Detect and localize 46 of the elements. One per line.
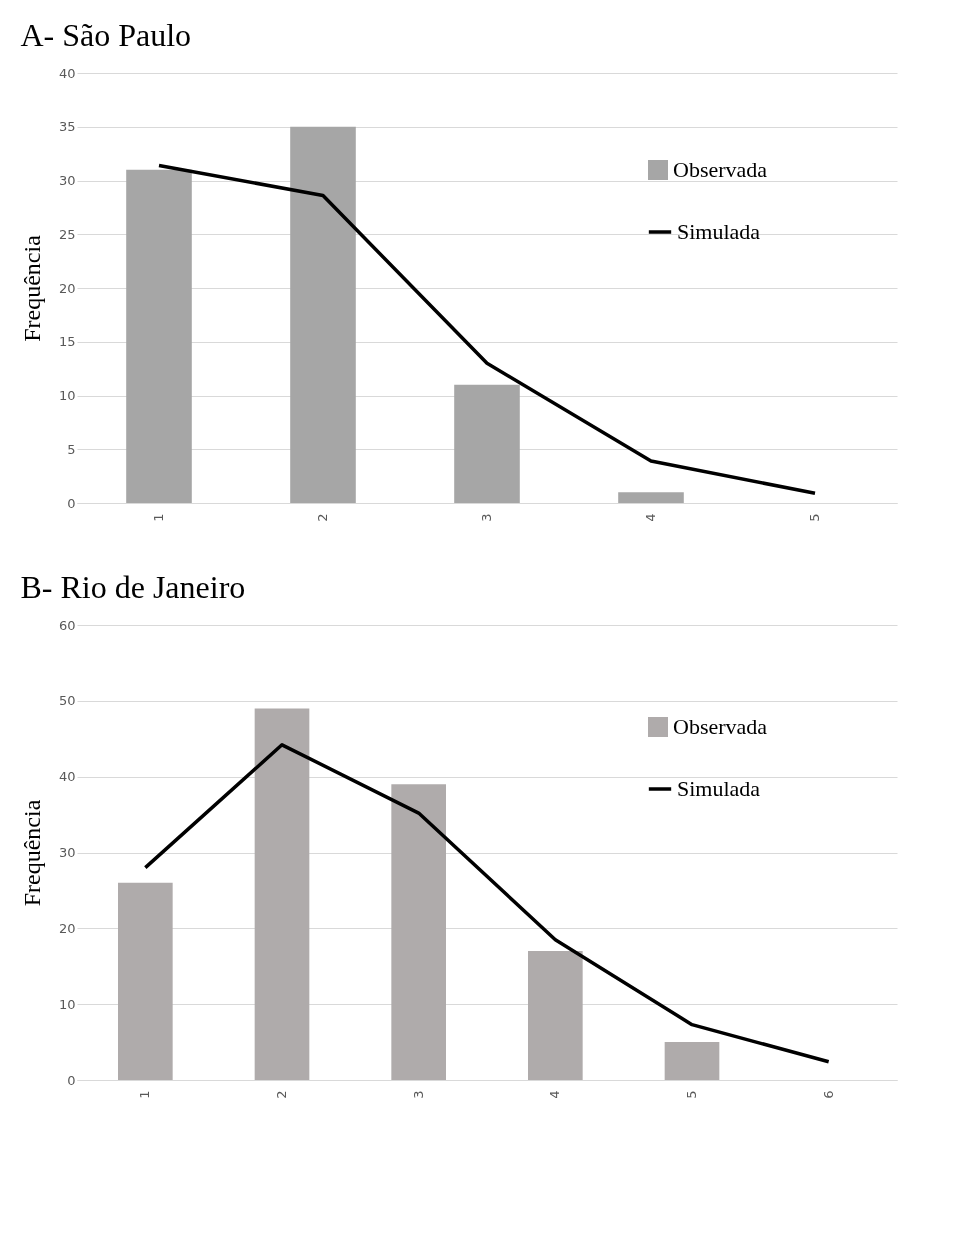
chart-title: A- São Paulo [20,17,192,53]
y-tick-label: 40 [58,65,76,81]
bar [254,708,310,1080]
y-tick-label: 15 [58,334,76,350]
bar [118,882,173,1080]
bar [664,1042,720,1080]
y-tick-label: 0 [67,495,76,511]
legend-label: Observada [673,157,768,182]
x-tick-label: 1 [137,1090,153,1099]
line-series [143,743,831,1064]
x-tick-label: 4 [643,513,658,522]
legend-label: Simulada [677,219,761,244]
bar [618,492,684,503]
y-tick-label: 50 [58,693,76,709]
bar [528,951,583,1080]
y-tick-label: 35 [58,119,76,135]
chart-title: B- Rio de Janeiro [20,569,246,605]
x-tick-label: 3 [479,513,494,522]
x-tick-label: 6 [820,1090,836,1099]
x-tick-label: 2 [315,513,330,522]
y-tick-label: 5 [67,441,76,457]
x-tick-label: 4 [547,1090,563,1099]
y-tick-label: 10 [58,996,76,1012]
y-tick-label: 30 [58,845,76,860]
y-tick-label: 25 [58,226,76,242]
x-tick-label: 5 [684,1090,699,1099]
y-tick-label: 40 [58,769,76,785]
x-tick-label: 1 [151,513,166,522]
legend-label: Simulada [677,776,761,801]
bar [126,169,192,503]
bar [391,784,446,1080]
y-axis-title: Frequência [18,799,45,907]
x-tick-label: 2 [274,1090,289,1099]
line-series [157,163,817,496]
y-tick-label: 30 [58,173,76,188]
y-axis-title: Frequência [18,234,45,342]
y-tick-label: 60 [58,617,76,633]
legend-label: Observada [673,714,768,739]
y-tick-label: 0 [67,1072,76,1088]
y-tick-label: 20 [58,920,76,936]
bar [290,126,356,503]
x-tick-label: 3 [410,1090,426,1099]
y-tick-label: 20 [58,280,76,296]
x-tick-label: 5 [807,513,822,522]
y-tick-label: 10 [58,388,76,403]
bar [454,384,520,503]
